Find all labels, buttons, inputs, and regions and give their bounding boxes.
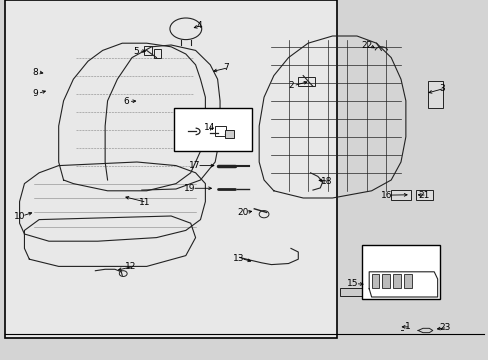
Text: 21: 21 bbox=[418, 191, 429, 199]
Text: 15: 15 bbox=[346, 279, 358, 288]
Bar bbox=[154, 49, 161, 58]
Text: 6: 6 bbox=[123, 97, 129, 106]
Bar bbox=[403, 274, 411, 288]
Text: 19: 19 bbox=[183, 184, 195, 193]
Text: 4: 4 bbox=[196, 21, 202, 30]
Text: 20: 20 bbox=[237, 208, 249, 217]
Text: 16: 16 bbox=[380, 191, 391, 199]
Text: 3: 3 bbox=[439, 84, 445, 93]
Bar bbox=[298, 77, 315, 86]
Text: 22: 22 bbox=[360, 41, 372, 50]
Text: 2: 2 bbox=[287, 81, 293, 90]
Bar bbox=[144, 46, 151, 55]
Text: 13: 13 bbox=[232, 254, 244, 263]
Text: 18: 18 bbox=[320, 177, 332, 186]
Text: 11: 11 bbox=[138, 198, 150, 207]
Text: 1: 1 bbox=[405, 323, 410, 331]
Bar bbox=[372, 288, 382, 297]
Bar bbox=[224, 130, 233, 138]
Bar bbox=[427, 81, 442, 108]
Bar bbox=[392, 274, 400, 288]
Text: 14: 14 bbox=[203, 123, 215, 132]
Text: 23: 23 bbox=[438, 323, 450, 332]
Bar bbox=[390, 190, 410, 200]
Text: 7: 7 bbox=[223, 63, 228, 72]
Text: 9: 9 bbox=[32, 89, 38, 98]
Text: 17: 17 bbox=[188, 161, 200, 170]
Bar bbox=[371, 274, 379, 288]
Bar bbox=[382, 274, 389, 288]
Bar bbox=[215, 126, 225, 136]
Bar bbox=[5, 0, 337, 338]
Bar bbox=[415, 190, 432, 200]
Text: 12: 12 bbox=[125, 262, 137, 271]
Bar bbox=[339, 288, 368, 296]
Text: 8: 8 bbox=[32, 68, 38, 77]
Bar bbox=[173, 108, 251, 151]
Text: 5: 5 bbox=[133, 47, 139, 56]
Bar bbox=[361, 245, 439, 299]
Text: 10: 10 bbox=[14, 212, 25, 220]
